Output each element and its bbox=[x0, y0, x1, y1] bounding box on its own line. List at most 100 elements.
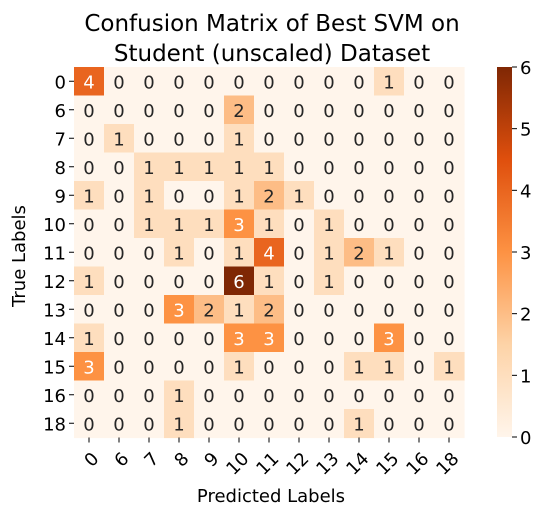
heatmap-cell-label: 0 bbox=[383, 300, 394, 321]
heatmap-cell bbox=[374, 95, 405, 125]
heatmap-cell-label: 1 bbox=[323, 215, 334, 236]
heatmap-cell-label: 1 bbox=[263, 272, 274, 293]
heatmap-cell bbox=[284, 67, 315, 97]
heatmap-cells bbox=[74, 67, 465, 439]
heatmap-cell-label: 0 bbox=[293, 386, 304, 407]
heatmap-cell-label: 1 bbox=[83, 186, 94, 207]
heatmap-cell-label: 4 bbox=[263, 243, 274, 264]
heatmap-cell-label: 0 bbox=[323, 357, 334, 378]
heatmap-cell-label: 0 bbox=[263, 386, 274, 407]
heatmap-cell-label: 0 bbox=[443, 129, 454, 150]
heatmap-cell bbox=[164, 409, 195, 439]
heatmap-cell-label: 0 bbox=[413, 357, 424, 378]
heatmap-cell-label: 1 bbox=[263, 215, 274, 236]
heatmap-cell bbox=[344, 238, 375, 268]
heatmap-cell bbox=[404, 95, 435, 125]
heatmap-cell bbox=[344, 124, 375, 154]
heatmap-cell bbox=[194, 409, 225, 439]
heatmap-cell bbox=[104, 266, 135, 296]
heatmap-cell-label: 0 bbox=[323, 101, 334, 122]
heatmap-cell-label: 0 bbox=[383, 129, 394, 150]
heatmap-cell bbox=[404, 380, 435, 410]
y-tick-label: 7 bbox=[55, 129, 66, 150]
heatmap-cell-label: 2 bbox=[263, 186, 274, 207]
heatmap-cell-label: 0 bbox=[443, 329, 454, 350]
x-tick-label: 8 bbox=[170, 448, 193, 471]
y-tick-label: 14 bbox=[43, 329, 66, 350]
heatmap-cell-label: 0 bbox=[353, 158, 364, 179]
heatmap-cell-label: 0 bbox=[323, 158, 334, 179]
heatmap-cell-label: 0 bbox=[113, 414, 124, 435]
x-tick-label: 11 bbox=[252, 448, 283, 479]
heatmap-cell-label: 3 bbox=[83, 357, 94, 378]
heatmap-cell-label: 0 bbox=[443, 186, 454, 207]
heatmap-cell bbox=[164, 67, 195, 97]
heatmap-cell-label: 0 bbox=[353, 329, 364, 350]
heatmap-cell-label: 0 bbox=[203, 386, 214, 407]
heatmap-cell-label: 0 bbox=[383, 158, 394, 179]
heatmap-cell bbox=[344, 181, 375, 211]
heatmap-cell bbox=[134, 152, 165, 182]
heatmap-cell bbox=[344, 409, 375, 439]
heatmap-cell-label: 1 bbox=[233, 186, 244, 207]
heatmap-cell-label: 0 bbox=[203, 129, 214, 150]
heatmap-cell-label: 0 bbox=[143, 357, 154, 378]
heatmap-cell-label: 0 bbox=[83, 158, 94, 179]
heatmap-cell bbox=[194, 95, 225, 125]
heatmap-cell bbox=[134, 95, 165, 125]
heatmap-cell-label: 0 bbox=[413, 186, 424, 207]
colorbar-ticks: 0 1 2 3 4 5 6 bbox=[512, 58, 531, 449]
heatmap-cell bbox=[254, 124, 285, 154]
heatmap-cell-label: 0 bbox=[113, 357, 124, 378]
x-tick-label: 15 bbox=[372, 448, 403, 479]
heatmap-cell-label: 0 bbox=[413, 158, 424, 179]
heatmap-cell bbox=[284, 352, 315, 382]
heatmap-cell bbox=[74, 209, 105, 239]
heatmap-cell-label: 0 bbox=[113, 243, 124, 264]
heatmap-cell-label: 0 bbox=[263, 72, 274, 93]
x-tick-label: 14 bbox=[342, 448, 373, 479]
heatmap-cell bbox=[164, 266, 195, 296]
heatmap-cell bbox=[224, 380, 255, 410]
heatmap-cell-label: 0 bbox=[293, 101, 304, 122]
heatmap-cell-label: 0 bbox=[443, 300, 454, 321]
heatmap-cell bbox=[254, 209, 285, 239]
heatmap-cell bbox=[434, 323, 465, 353]
heatmap-cell bbox=[314, 266, 345, 296]
heatmap-cell-label: 0 bbox=[413, 72, 424, 93]
heatmap-cell-label: 3 bbox=[233, 329, 244, 350]
heatmap-cell bbox=[74, 152, 105, 182]
heatmap-cell bbox=[134, 380, 165, 410]
heatmap-cell-label: 0 bbox=[353, 386, 364, 407]
heatmap-cell-label: 1 bbox=[443, 357, 454, 378]
heatmap-cell bbox=[404, 266, 435, 296]
heatmap-cell-label: 1 bbox=[203, 158, 214, 179]
heatmap-cell-label: 6 bbox=[233, 272, 244, 293]
y-axis-ticks: 0 6 7 8 9 10 11 12 13 14 15 16 18 bbox=[43, 72, 74, 435]
heatmap-cell-label: 1 bbox=[323, 272, 334, 293]
heatmap-cell-label: 0 bbox=[113, 300, 124, 321]
heatmap-cell bbox=[344, 95, 375, 125]
heatmap-cell-label: 1 bbox=[233, 158, 244, 179]
chart-title-line-2: Student (unscaled) Dataset bbox=[114, 41, 430, 67]
heatmap-cell bbox=[434, 409, 465, 439]
heatmap-cell bbox=[314, 380, 345, 410]
heatmap-cell-label: 0 bbox=[143, 129, 154, 150]
heatmap-cell-label: 3 bbox=[173, 300, 184, 321]
heatmap-cell bbox=[104, 323, 135, 353]
heatmap-cell bbox=[404, 323, 435, 353]
heatmap-cell bbox=[194, 238, 225, 268]
heatmap-cell bbox=[404, 152, 435, 182]
heatmap-cell-label: 0 bbox=[413, 414, 424, 435]
heatmap-cell-label: 0 bbox=[293, 300, 304, 321]
heatmap-cell bbox=[104, 295, 135, 325]
heatmap-cell bbox=[134, 124, 165, 154]
heatmap-cell bbox=[344, 266, 375, 296]
heatmap-cell-label: 0 bbox=[293, 72, 304, 93]
heatmap-cell-label: 1 bbox=[83, 329, 94, 350]
heatmap-cell bbox=[434, 152, 465, 182]
heatmap-cell bbox=[134, 323, 165, 353]
heatmap-cell bbox=[164, 124, 195, 154]
heatmap-cell-label: 0 bbox=[83, 243, 94, 264]
